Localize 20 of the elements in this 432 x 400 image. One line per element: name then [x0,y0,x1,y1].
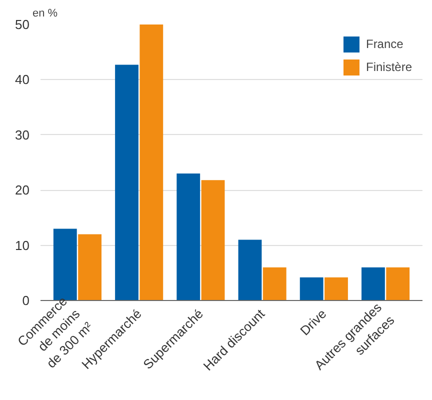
y-axis-title: en % [32,8,58,20]
bar [300,277,324,300]
bar [201,180,225,300]
legend-label: Finistère [366,60,412,74]
bar [140,24,164,300]
bar [238,240,262,300]
bar [115,64,138,300]
y-tick-label: 50 [15,17,30,32]
bar [53,228,77,300]
y-tick-label: 40 [15,72,30,88]
bar [262,267,286,300]
bar [324,277,348,300]
y-tick-label: 30 [15,127,30,142]
bar [386,267,410,300]
y-tick-label: 20 [15,182,30,198]
y-tick-label: 10 [15,238,30,253]
bar [362,267,385,300]
legend-label: France [366,37,404,51]
bar [78,234,102,300]
bar [176,174,200,300]
